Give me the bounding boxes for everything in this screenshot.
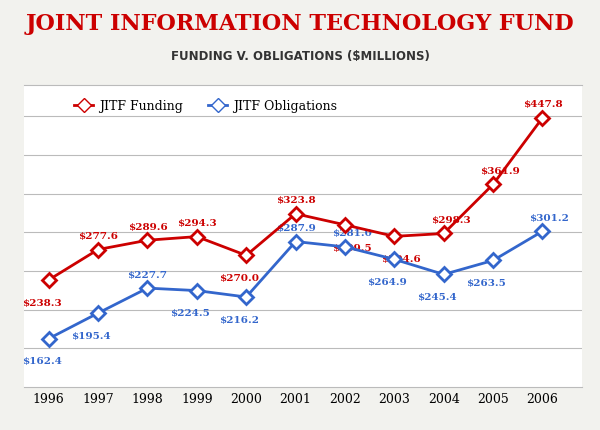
Text: $294.6: $294.6 — [382, 255, 421, 264]
Text: $245.4: $245.4 — [417, 292, 457, 301]
Text: $294.3: $294.3 — [177, 219, 217, 227]
Text: $264.9: $264.9 — [368, 277, 407, 286]
Text: $447.8: $447.8 — [523, 100, 562, 109]
Text: $309.5: $309.5 — [332, 243, 372, 252]
Text: $361.9: $361.9 — [480, 166, 520, 175]
Text: JOINT INFORMATION TECHNOLOGY FUND: JOINT INFORMATION TECHNOLOGY FUND — [26, 13, 574, 35]
Text: FUNDING V. OBLIGATIONS ($MILLIONS): FUNDING V. OBLIGATIONS ($MILLIONS) — [170, 49, 430, 62]
Text: $195.4: $195.4 — [71, 331, 111, 340]
Legend: JITF Funding, JITF Obligations: JITF Funding, JITF Obligations — [70, 95, 342, 118]
Text: $277.6: $277.6 — [78, 232, 118, 240]
Text: $263.5: $263.5 — [466, 279, 506, 288]
Text: $224.5: $224.5 — [170, 309, 210, 318]
Text: $301.2: $301.2 — [530, 213, 569, 222]
Text: $227.7: $227.7 — [127, 270, 167, 279]
Text: $323.8: $323.8 — [276, 196, 316, 205]
Text: $287.9: $287.9 — [276, 224, 316, 233]
Text: $216.2: $216.2 — [219, 315, 259, 324]
Text: $298.3: $298.3 — [431, 215, 470, 224]
Text: $281.0: $281.0 — [332, 229, 372, 238]
Text: $238.3: $238.3 — [22, 298, 62, 307]
Text: $270.0: $270.0 — [219, 273, 259, 283]
Text: $162.4: $162.4 — [22, 356, 62, 366]
Text: $289.6: $289.6 — [128, 222, 167, 231]
